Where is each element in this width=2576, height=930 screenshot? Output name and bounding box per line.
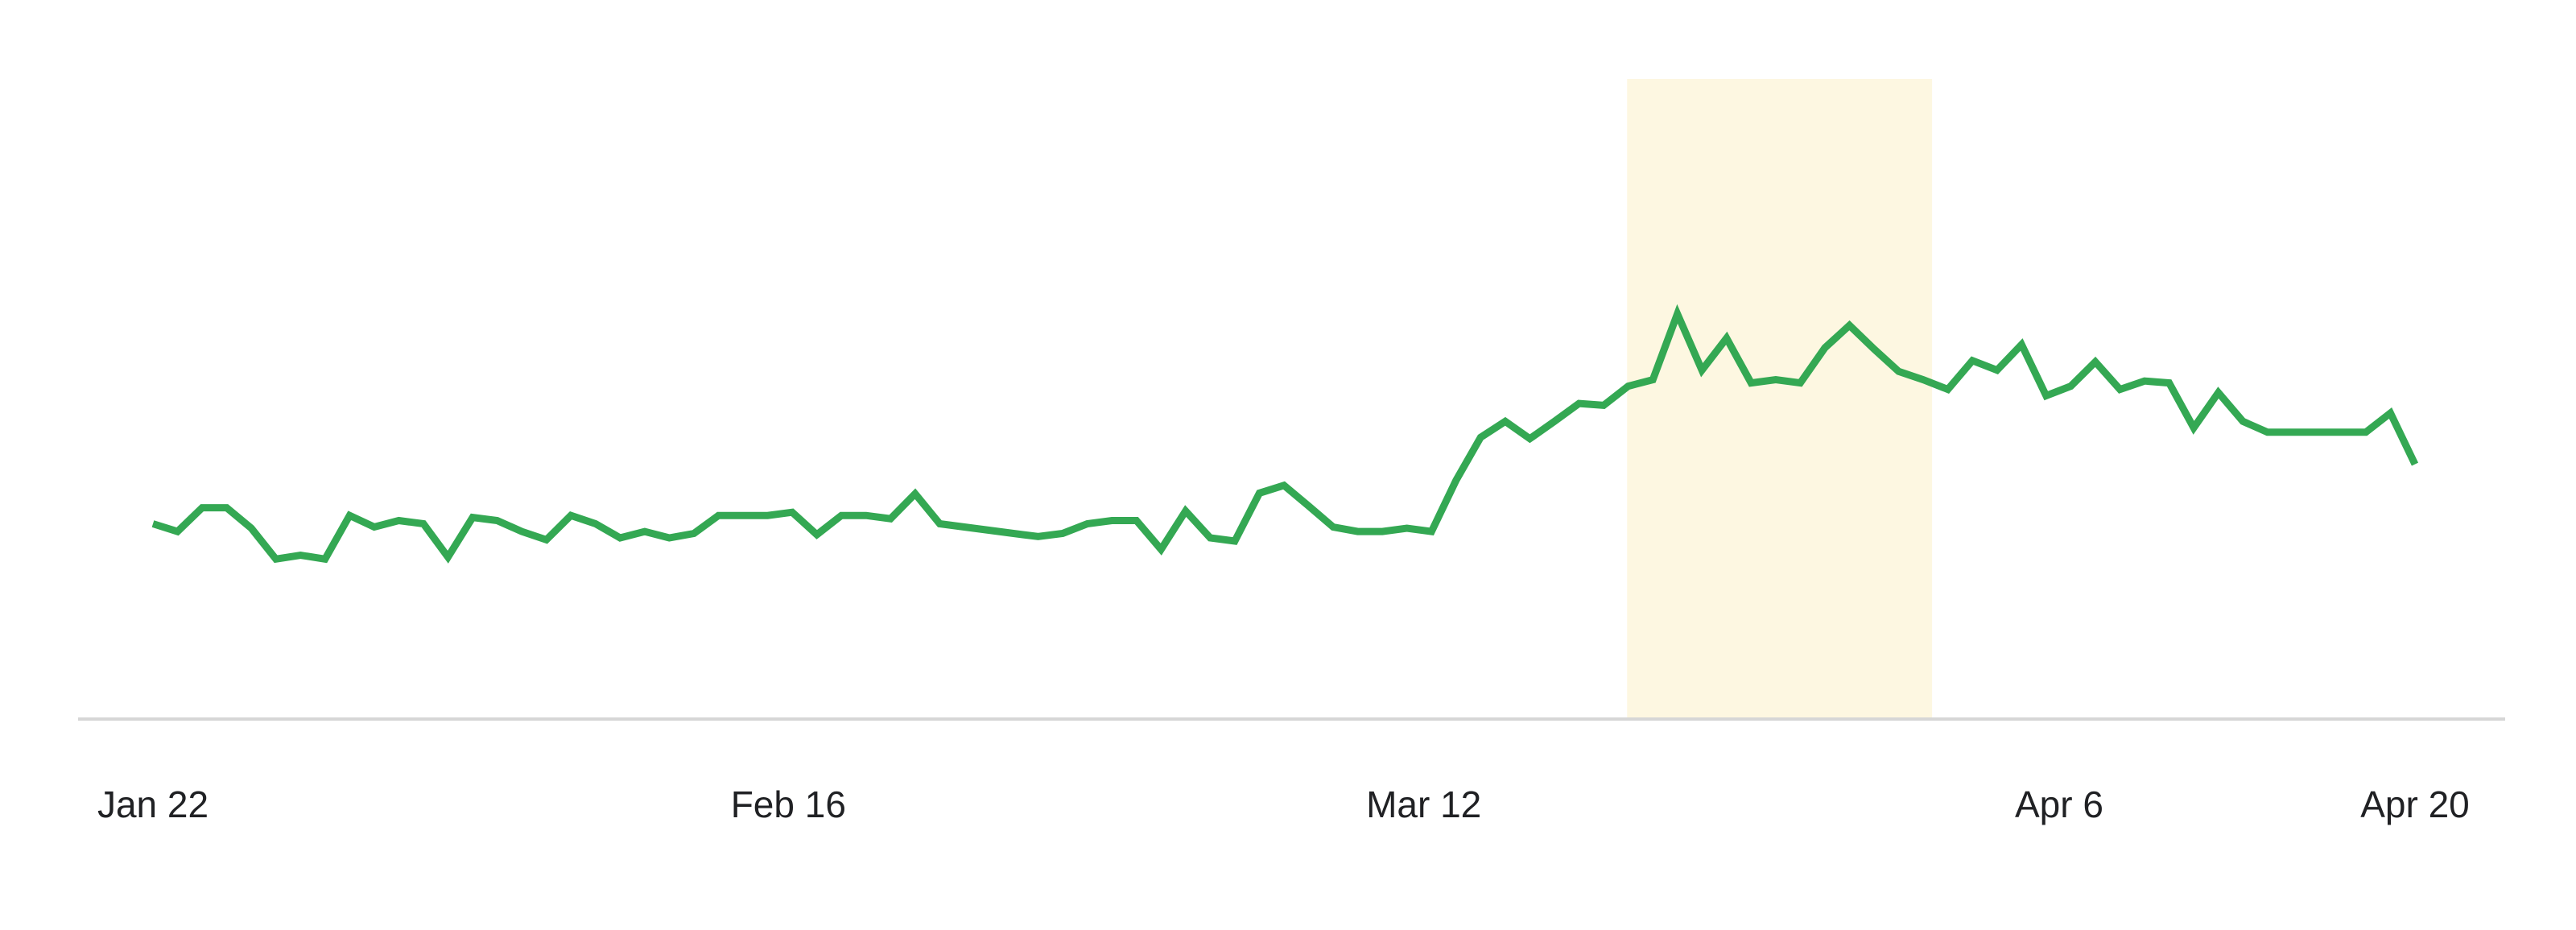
x-tick-label: Apr 6 (2015, 783, 2103, 825)
x-tick-label: Feb 16 (731, 783, 846, 825)
x-tick-label: Mar 12 (1366, 783, 1481, 825)
highlight-band (1627, 79, 1933, 719)
x-tick-label: Jan 22 (97, 783, 208, 825)
x-tick-label: Apr 20 (2360, 783, 2470, 825)
series-line-0 (151, 304, 2419, 564)
